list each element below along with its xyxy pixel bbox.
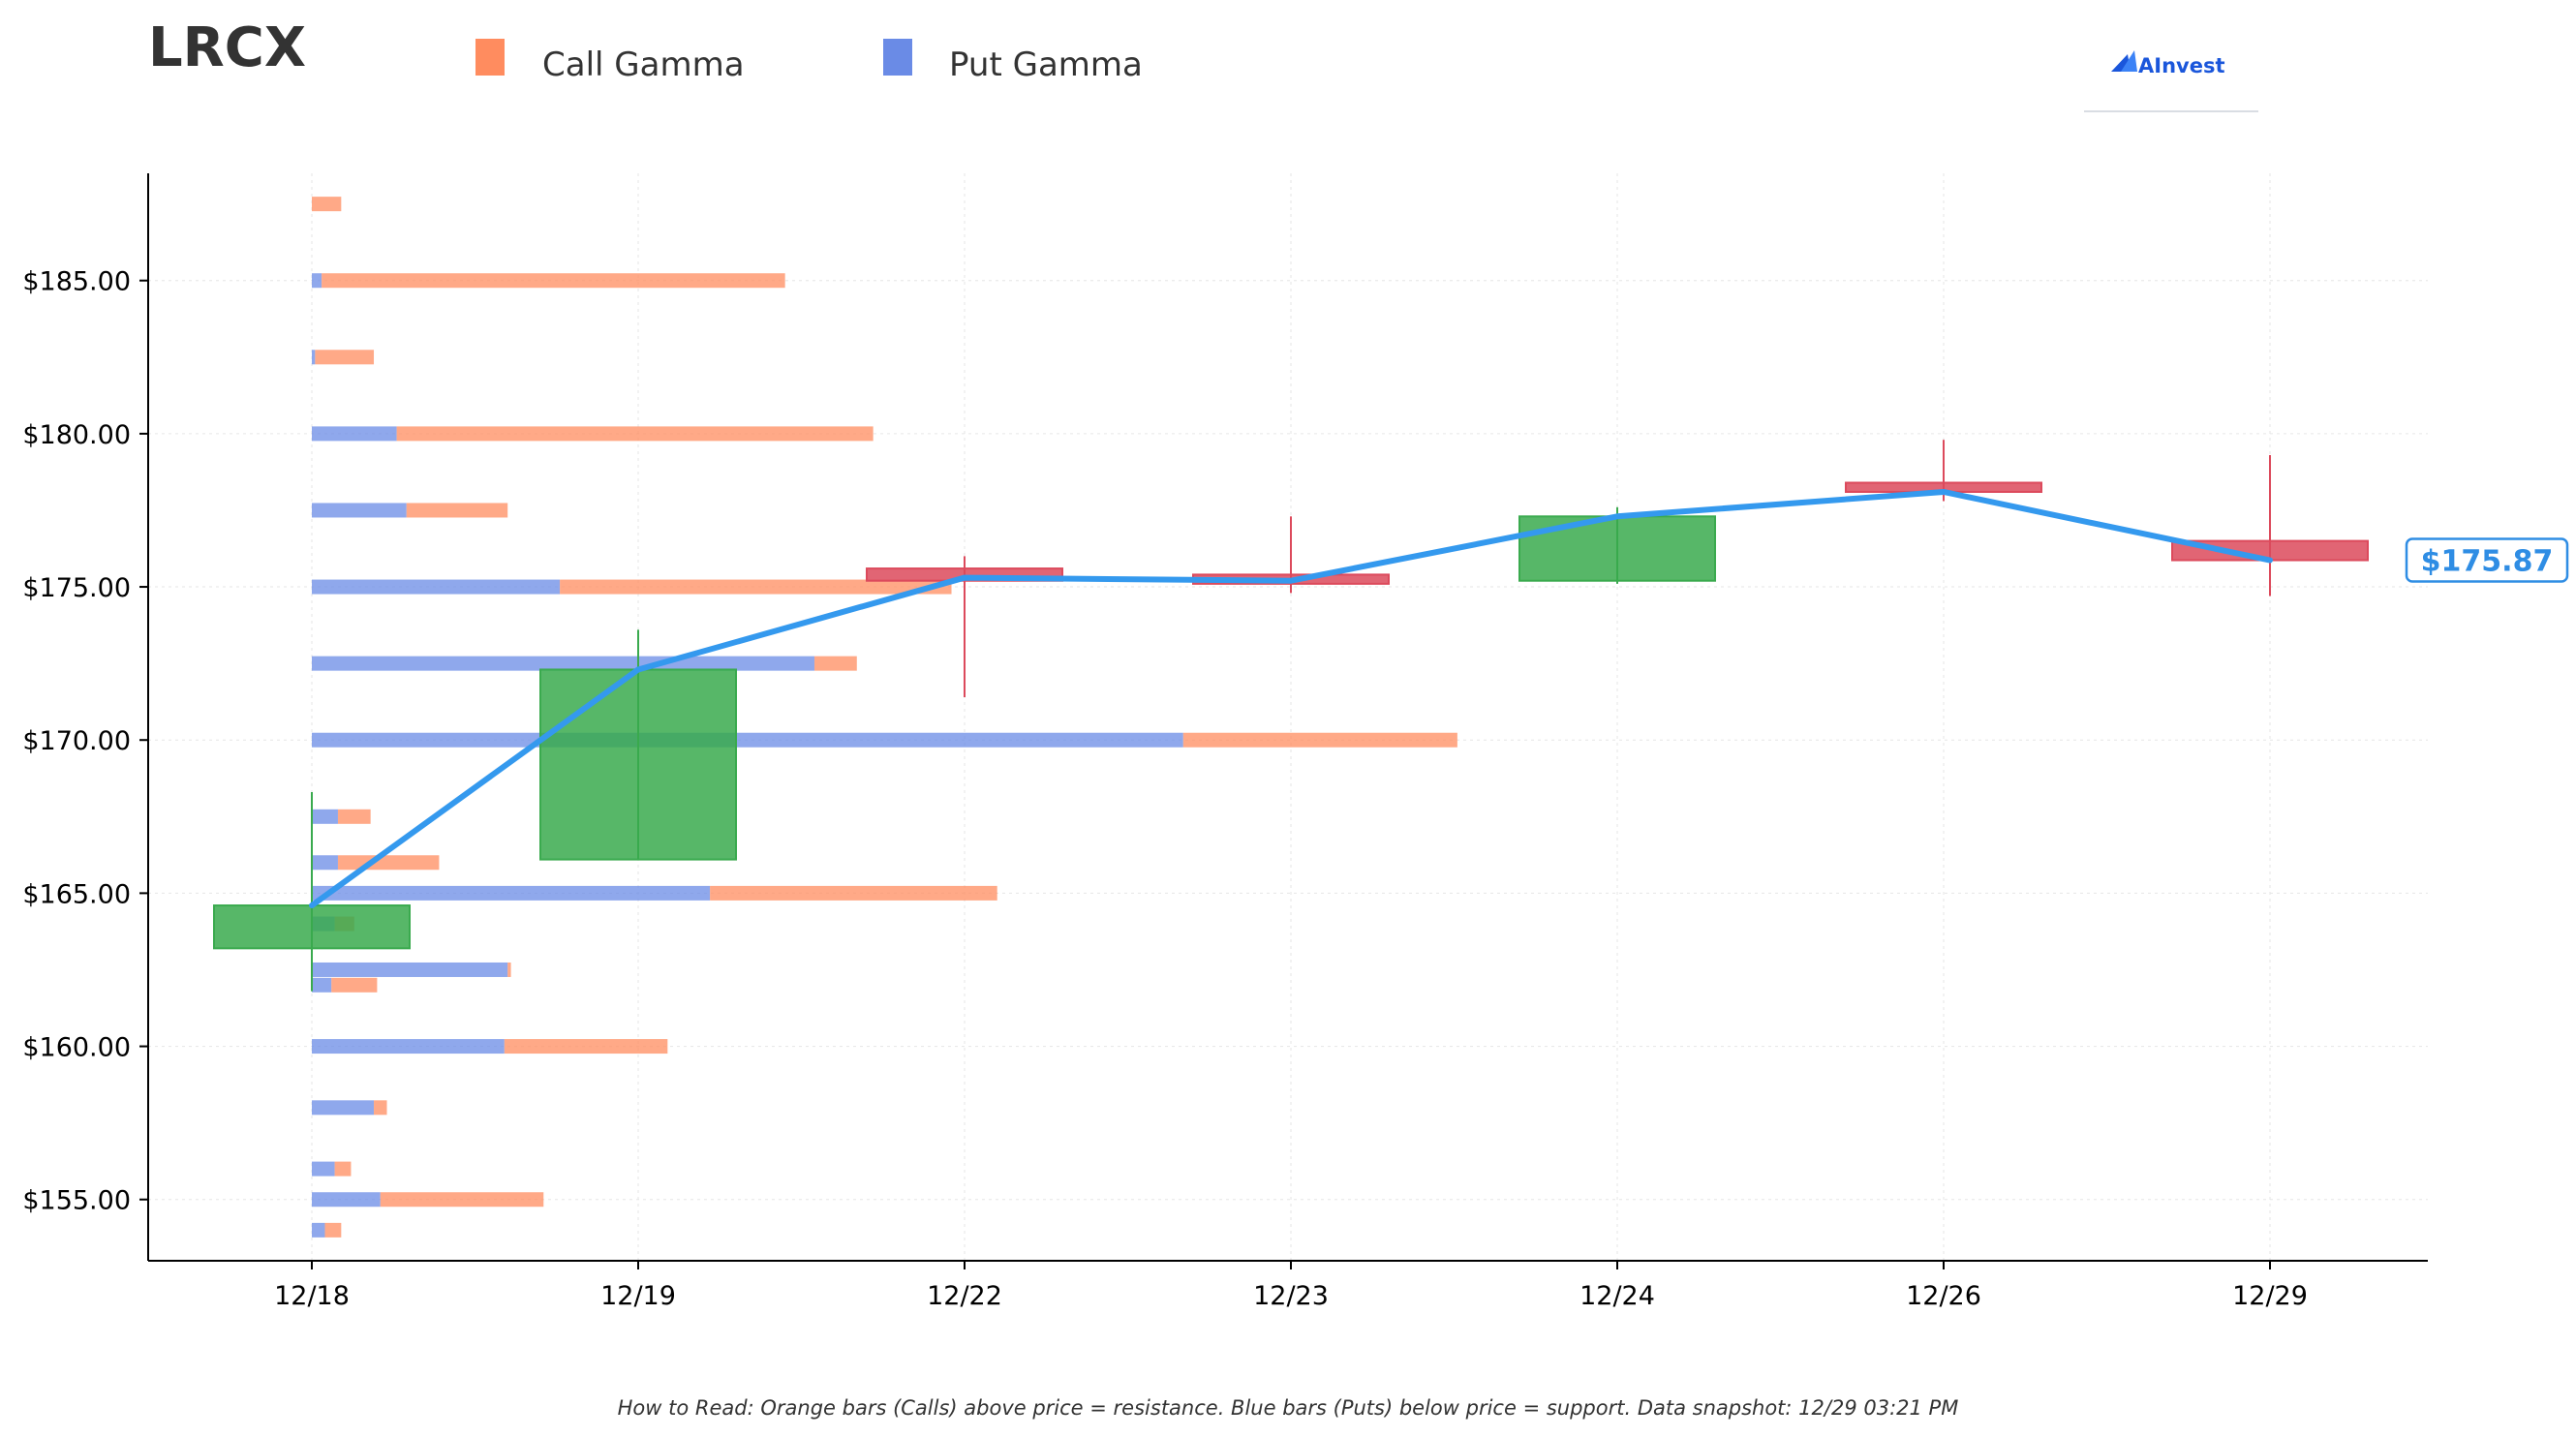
call-gamma-bar [315, 350, 375, 365]
price-line-layer [309, 488, 2273, 909]
grid [148, 173, 2428, 1261]
call-gamma-bar [560, 579, 952, 595]
x-tick-label: 12/26 [1906, 1281, 1981, 1311]
call-gamma-bar [324, 1222, 342, 1238]
candles [213, 440, 2369, 992]
put-gamma-bar [312, 809, 338, 824]
x-tick-label: 12/24 [1579, 1281, 1655, 1311]
put-gamma-bar [312, 962, 508, 977]
x-tick-label: 12/18 [274, 1281, 350, 1311]
put-gamma-bar [312, 1100, 375, 1116]
call-gamma-bar [813, 656, 857, 671]
y-tick-label: $185.00 [22, 267, 131, 297]
legend-put-label: Put Gamma [949, 46, 1143, 84]
legend-call-label: Call Gamma [542, 46, 745, 84]
put-gamma-bar [312, 1192, 381, 1208]
call-gamma-bar [504, 1039, 668, 1055]
call-gamma-bar [507, 962, 511, 977]
y-tick-label: $160.00 [22, 1033, 131, 1063]
logo-text: AInvest [2138, 54, 2225, 77]
candle-body [539, 668, 737, 861]
put-gamma-bar [312, 426, 397, 442]
last-price-label: $175.87 [2421, 545, 2554, 579]
y-tick-label: $175.00 [22, 573, 131, 603]
x-tick-label: 12/19 [600, 1281, 676, 1311]
call-gamma-bar [710, 885, 997, 901]
gamma-bars [312, 197, 1457, 1238]
put-gamma-bar [312, 350, 316, 365]
legend-put-swatch [883, 39, 912, 76]
axes: $155.00 $160.00 $165.00 $170.00 $175.00 $180.… [22, 173, 2428, 1311]
price-line [309, 488, 2273, 909]
y-tick-label: $155.00 [22, 1186, 131, 1216]
call-gamma-bar [312, 197, 342, 212]
put-gamma-bar [312, 1161, 335, 1177]
call-gamma-bar [331, 977, 378, 993]
put-gamma-bar [312, 579, 561, 595]
call-gamma-bar [396, 426, 874, 442]
call-gamma-bar [374, 1100, 387, 1116]
x-tick-label: 12/22 [927, 1281, 1002, 1311]
put-gamma-bar [312, 855, 338, 871]
ticker-title: LRCX [148, 16, 306, 79]
call-gamma-bar [337, 809, 371, 824]
call-gamma-bar [1182, 732, 1457, 748]
put-gamma-bar [312, 1039, 505, 1055]
put-gamma-bar [312, 885, 711, 901]
call-gamma-bar [380, 1192, 544, 1208]
put-gamma-bar [312, 732, 1183, 748]
x-tick-label: 12/23 [1253, 1281, 1329, 1311]
call-gamma-bar [406, 503, 508, 518]
y-tick-label: $180.00 [22, 420, 131, 450]
put-gamma-bar [312, 656, 814, 671]
y-tick-label: $170.00 [22, 726, 131, 756]
last-price-box [2405, 537, 2569, 583]
candle-body [1518, 515, 1716, 582]
footnote: How to Read: Orange bars (Calls) above p… [618, 1396, 1959, 1420]
put-gamma-bar [312, 503, 407, 518]
last-price-tag: $175.87 [2405, 537, 2569, 583]
call-gamma-bar [337, 855, 440, 871]
put-gamma-bar [312, 273, 322, 289]
call-gamma-bar [322, 273, 785, 289]
put-gamma-bar [312, 977, 332, 993]
candle-body [213, 904, 411, 950]
put-gamma-bar [312, 1222, 325, 1238]
x-tick-label: 12/29 [2232, 1281, 2308, 1311]
y-tick-label: $165.00 [22, 879, 131, 909]
call-gamma-bar [334, 1161, 352, 1177]
ainvest-logo[interactable]: AInvest [2084, 50, 2258, 112]
legend-call-swatch [475, 39, 505, 76]
logo-mark-icon [2111, 50, 2137, 72]
